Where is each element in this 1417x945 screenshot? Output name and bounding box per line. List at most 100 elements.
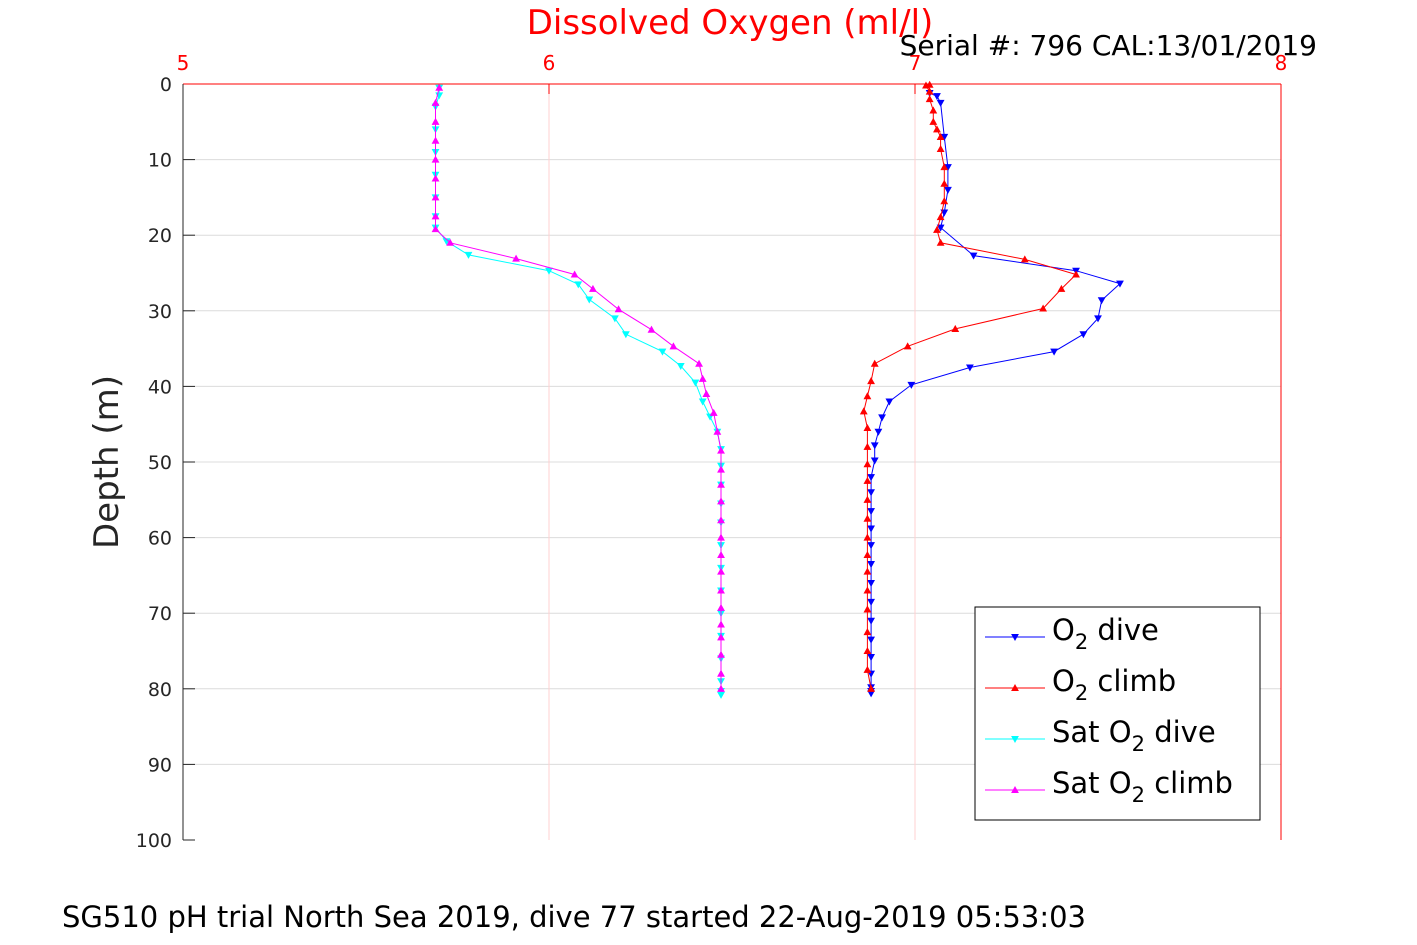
y-tick-label: 100 — [136, 830, 172, 852]
series-sat-o2-climb — [431, 83, 725, 692]
data-point — [1097, 297, 1106, 305]
data-point — [431, 136, 440, 144]
chart-subtitle: Serial #: 796 CAL:13/01/2019 — [900, 29, 1317, 62]
data-point — [867, 377, 875, 385]
data-point — [925, 87, 934, 95]
legend-swatch-marker — [1011, 735, 1019, 744]
data-point — [863, 460, 872, 468]
legend-label-part: O — [1109, 766, 1132, 800]
data-point — [951, 324, 960, 332]
data-point — [585, 296, 594, 304]
y-tick-label: 40 — [148, 376, 172, 398]
data-point — [464, 251, 473, 259]
data-point — [933, 225, 941, 233]
legend-item: Sat O2 dive — [985, 715, 1216, 756]
data-point — [431, 212, 440, 220]
data-point — [925, 80, 934, 88]
data-point — [658, 348, 667, 356]
legend-label: O2 dive — [1052, 613, 1159, 654]
data-point — [647, 325, 656, 333]
legend-label-part: Sat — [1052, 715, 1109, 749]
data-point — [717, 516, 725, 524]
data-point — [676, 362, 685, 371]
data-point — [867, 525, 875, 533]
x-tick-label: 8 — [1275, 51, 1288, 75]
data-point — [940, 197, 949, 205]
data-point — [431, 193, 440, 201]
data-point — [929, 117, 938, 125]
chart-title: Dissolved Oxygen (ml/l) — [527, 3, 934, 43]
legend-label: O2 climb — [1052, 664, 1176, 705]
data-point — [867, 508, 875, 516]
data-point — [936, 238, 945, 246]
data-point — [867, 579, 875, 587]
data-point — [936, 132, 945, 140]
data-point — [878, 414, 886, 422]
legend-label: Sat O2 dive — [1052, 715, 1216, 756]
data-point — [512, 254, 520, 262]
y-tick-label: 70 — [148, 603, 172, 625]
legend-label-part: 2 — [1075, 630, 1088, 654]
y-tick-label: 90 — [148, 754, 172, 776]
data-point — [1050, 348, 1058, 356]
data-point — [863, 423, 872, 432]
data-point — [870, 457, 879, 465]
data-point — [965, 364, 974, 372]
data-point — [717, 533, 725, 541]
data-point — [870, 359, 879, 367]
data-point — [621, 331, 630, 339]
data-point — [717, 669, 725, 677]
legend-swatch-marker — [1011, 633, 1019, 642]
data-point — [867, 474, 875, 482]
data-point — [925, 95, 934, 103]
data-point — [717, 586, 725, 594]
data-point — [936, 99, 945, 107]
y-tick-label: 0 — [160, 74, 172, 96]
data-point — [936, 224, 945, 232]
data-point — [863, 586, 872, 594]
data-point — [870, 442, 879, 450]
data-point — [691, 379, 700, 387]
legend-swatch-marker — [1011, 683, 1019, 692]
legend-label-part: Sat — [1052, 766, 1109, 800]
data-point — [435, 83, 444, 91]
data-point — [940, 163, 949, 171]
data-point — [863, 646, 872, 655]
data-point — [669, 342, 678, 350]
y-tick-label: 10 — [148, 150, 172, 172]
data-point — [929, 106, 938, 114]
data-point — [1057, 284, 1066, 292]
data-point — [717, 567, 725, 575]
data-point — [717, 620, 725, 628]
data-point — [863, 495, 872, 503]
data-point — [446, 238, 455, 246]
data-point — [867, 684, 875, 692]
legend-label-part: climb — [1088, 664, 1176, 698]
data-point — [903, 342, 912, 350]
data-point — [717, 603, 725, 611]
legend-label: Sat O2 climb — [1052, 766, 1233, 807]
data-point — [709, 408, 718, 416]
axes: 0 10 20 30 40 50 60 70 80 90 100 5 6 7 8 — [136, 51, 1288, 852]
data-point — [867, 542, 875, 550]
data-point — [431, 174, 440, 182]
data-point — [907, 381, 916, 389]
x-tick-label: 5 — [177, 51, 190, 75]
data-point — [717, 497, 725, 505]
data-point — [713, 427, 722, 435]
data-point — [867, 617, 875, 625]
data-point — [1020, 255, 1029, 263]
data-point — [717, 633, 725, 641]
data-point — [874, 428, 883, 436]
y-tick-label: 20 — [148, 225, 172, 247]
data-point — [1094, 315, 1102, 323]
data-point — [933, 125, 941, 133]
data-point — [717, 465, 725, 473]
data-point — [574, 281, 583, 289]
legend-label-part: O — [1052, 613, 1075, 647]
data-point — [589, 284, 597, 292]
y-tick-label: 30 — [148, 301, 172, 323]
y-tick-label: 80 — [148, 679, 172, 701]
